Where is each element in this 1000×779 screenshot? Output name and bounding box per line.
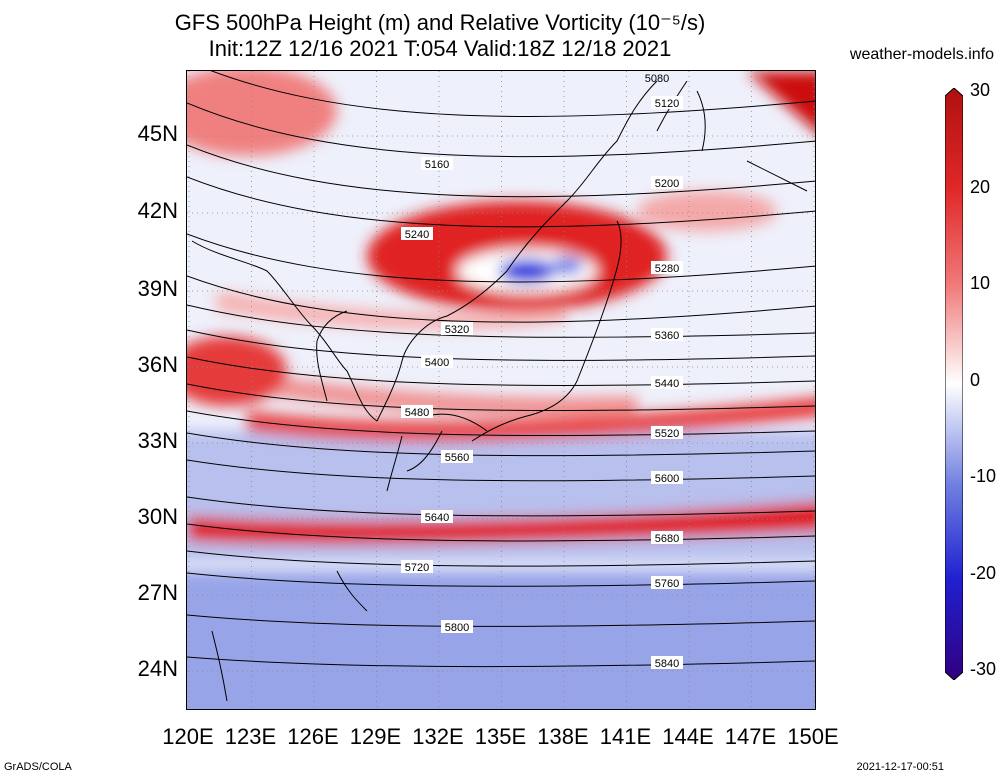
contour-line (187, 102, 815, 158)
lat-label: 24N (137, 656, 178, 681)
footer-right: 2021-12-17-00:51 (856, 761, 944, 773)
contour-label: 5240 (405, 229, 429, 241)
contour-label: 5160 (425, 159, 449, 171)
lon-label: 141E (599, 724, 652, 749)
colorbar (945, 88, 963, 680)
lon-label: 135E (474, 724, 527, 749)
contour-label: 5400 (425, 357, 449, 369)
contour-label: 5600 (655, 473, 679, 485)
map-title-line2: Init:12Z 12/16 2021 T:054 Valid:18Z 12/1… (208, 36, 672, 61)
lon-label: 129E (349, 724, 402, 749)
contour-label: 5280 (655, 263, 679, 275)
lon-label: 132E (412, 724, 464, 749)
contour-label-bg (651, 328, 683, 341)
lon-label: 120E (162, 724, 214, 749)
lat-label: 39N (137, 276, 178, 301)
lon-label: 150E (787, 724, 839, 749)
contour-line (187, 410, 815, 437)
contour-line (187, 383, 815, 412)
contour-line (187, 572, 815, 587)
contour-line (187, 523, 815, 542)
contour-label-bg (651, 471, 683, 484)
contour-line (187, 329, 815, 361)
contour-line (187, 275, 815, 323)
contour-line (187, 233, 815, 283)
contour-line (187, 144, 815, 198)
contour-label: 5760 (655, 578, 679, 590)
map-panel: 5120 5160 5200 5240 5280 5320 5360 5400 5440 5480… (186, 70, 816, 710)
colorbar-label: 30 (970, 80, 991, 100)
contour-label: 5520 (655, 428, 679, 440)
contour-label: 5320 (445, 324, 469, 336)
vorticity-map: 5120 5160 5200 5240 5280 5320 5360 5400 5440 5480… (187, 71, 815, 709)
contour-labels: 5120 5160 5200 5240 5280 5320 5360 5400 5440 5480… (401, 96, 683, 670)
lat-label: 33N (137, 428, 178, 453)
contour-label: 5440 (655, 378, 679, 390)
contour-label: 5680 (655, 533, 679, 545)
contour-line (187, 496, 815, 517)
contour-line (187, 176, 815, 228)
lon-label: 138E (537, 724, 589, 749)
footer-left: GrADS/COLA (4, 761, 72, 773)
contour-label-bg (651, 426, 683, 439)
contour-label-bg (651, 261, 683, 274)
colorbar-label: 0 (970, 369, 981, 390)
contour-line (187, 356, 815, 386)
contour-label-bg (651, 176, 683, 189)
colorbar-label: -20 (970, 562, 997, 583)
colorbar-label: -10 (970, 466, 997, 486)
contour-label: 5560 (445, 452, 469, 464)
lat-label: 42N (137, 198, 178, 223)
contour-label-bg (651, 576, 683, 589)
contour-label-bg (441, 620, 473, 633)
contour-label-bg (401, 560, 433, 573)
vorticity-field (187, 71, 815, 709)
contour-label: 5800 (445, 622, 469, 634)
lat-label: 30N (137, 504, 178, 529)
lon-label: 126E (287, 724, 339, 749)
contour-label-bg (651, 96, 683, 109)
lon-label: 123E (224, 724, 277, 749)
contour-line (187, 656, 815, 668)
contour-label-bg (651, 531, 683, 544)
colorbar-label: 10 (970, 273, 991, 293)
map-title-line1: GFS 500hPa Height (m) and Relative Vorti… (174, 10, 706, 35)
contour-line (187, 304, 815, 338)
lat-label: 36N (137, 352, 178, 377)
contour-label-bg (441, 322, 473, 335)
lon-label: 147E (724, 724, 777, 749)
contour-label-bg (651, 656, 683, 669)
coastlines (191, 80, 808, 702)
contour-label: 5640 (425, 512, 449, 524)
contour-label: 5200 (655, 178, 679, 190)
contour-line (210, 71, 815, 117)
contour-label: 5840 (655, 658, 679, 670)
contour-label-bg (441, 450, 473, 463)
contour-label: 5360 (655, 330, 679, 342)
contour-label-bg (401, 405, 433, 418)
contour-label-bg (421, 157, 453, 170)
contour-label-bg (651, 376, 683, 389)
contour-label: 5480 (405, 407, 429, 419)
contour-label-bg (421, 510, 453, 523)
lat-label: 27N (137, 580, 178, 605)
brand-label: weather-models.info (849, 46, 994, 63)
contour-label-bg (421, 355, 453, 368)
contour-line (187, 550, 815, 567)
lon-label: 144E (662, 724, 714, 749)
contour-line (187, 459, 815, 482)
contour-label-top: 5080 (645, 73, 669, 85)
colorbar-label: -30 (970, 659, 997, 679)
contour-label: 5720 (405, 562, 429, 574)
contour-label-bg (401, 227, 433, 240)
colorbar-label: 20 (970, 176, 991, 197)
lat-lon-grid (187, 71, 815, 709)
contour-label: 5120 (655, 98, 679, 110)
lat-label: 45N (137, 121, 178, 146)
height-contours (187, 71, 815, 668)
